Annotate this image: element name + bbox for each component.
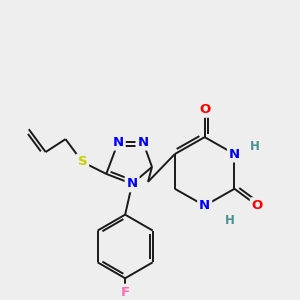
Text: N: N — [229, 148, 240, 160]
Text: O: O — [199, 103, 210, 116]
Text: N: N — [199, 199, 210, 212]
Text: H: H — [225, 214, 234, 227]
Text: N: N — [137, 136, 148, 148]
Text: F: F — [121, 286, 130, 299]
Text: S: S — [78, 155, 87, 169]
Text: N: N — [127, 177, 138, 190]
Text: N: N — [112, 136, 124, 148]
Text: O: O — [252, 199, 263, 212]
Text: H: H — [249, 140, 259, 153]
